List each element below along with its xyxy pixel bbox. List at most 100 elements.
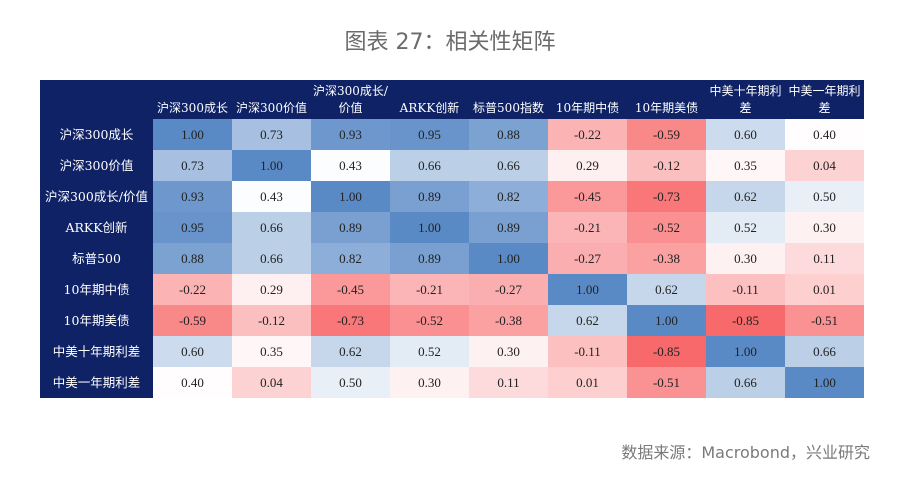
column-header: 标普500指数 [469,80,548,119]
heatmap-cell: 0.88 [153,243,232,274]
heatmap-cell: 0.50 [311,367,390,398]
heatmap-cell: 0.62 [548,305,627,336]
heatmap-cell: 0.40 [153,367,232,398]
column-header: 中美一年期利差 [785,80,864,119]
heatmap-cell: 0.60 [706,119,785,150]
heatmap-cell: -0.59 [153,305,232,336]
heatmap-table: 沪深300成长 沪深300价值 沪深300成长/价值 ARKK创新 标普500指数 10年… [40,80,864,398]
heatmap-cell: -0.27 [548,243,627,274]
heatmap-cell: 0.52 [390,336,469,367]
heatmap-cell: 0.11 [469,367,548,398]
heatmap-cell: 0.52 [706,212,785,243]
row-header: 中美十年期利差 [40,336,153,367]
column-header: 中美十年期利差 [706,80,785,119]
row-header: 10年期美债 [40,305,153,336]
heatmap-cell: -0.59 [627,119,706,150]
heatmap-cell: 0.30 [469,336,548,367]
column-header: 沪深300价值 [232,80,311,119]
heatmap-cell: 0.60 [153,336,232,367]
row-header: 沪深300成长 [40,119,153,150]
column-header: 10年期美债 [627,80,706,119]
heatmap-cell: 1.00 [706,336,785,367]
heatmap-cell: -0.11 [548,336,627,367]
heatmap-cell: 0.43 [232,181,311,212]
heatmap-cell: 1.00 [311,181,390,212]
heatmap-cell: 0.73 [232,119,311,150]
heatmap-cell: 0.73 [153,150,232,181]
heatmap-cell: -0.52 [627,212,706,243]
heatmap-cell: -0.85 [627,336,706,367]
row-header: 沪深300价值 [40,150,153,181]
heatmap-cell: 0.66 [706,367,785,398]
heatmap-cell: 0.95 [153,212,232,243]
heatmap-cell: 0.89 [311,212,390,243]
heatmap-cell: -0.11 [706,274,785,305]
heatmap-cell: -0.45 [311,274,390,305]
heatmap-cell: -0.51 [785,305,864,336]
heatmap-row: ARKK创新 0.95 0.66 0.89 1.00 0.89 -0.21 -0.52 0.52… [40,212,864,243]
heatmap-cell: 1.00 [785,367,864,398]
heatmap-cell: 0.29 [548,150,627,181]
heatmap-cell: -0.22 [153,274,232,305]
heatmap-cell: 0.35 [232,336,311,367]
heatmap-cell: -0.22 [548,119,627,150]
heatmap-cell: -0.12 [627,150,706,181]
heatmap-cell: 0.62 [706,181,785,212]
column-header: 10年期中债 [548,80,627,119]
heatmap-cell: 0.29 [232,274,311,305]
heatmap-cell: 0.93 [153,181,232,212]
heatmap-row: 沪深300成长/价值 0.93 0.43 1.00 0.89 0.82 -0.45 -0.73… [40,181,864,212]
heatmap-cell: 0.82 [311,243,390,274]
heatmap-row: 沪深300价值 0.73 1.00 0.43 0.66 0.66 0.29 -0.12 0.35… [40,150,864,181]
source-note: 数据来源：Macrobond，兴业研究 [621,443,870,462]
heatmap-cell: 0.30 [785,212,864,243]
column-header: ARKK创新 [390,80,469,119]
heatmap-cell: -0.12 [232,305,311,336]
row-header: 中美一年期利差 [40,367,153,398]
heatmap-cell: 1.00 [232,150,311,181]
heatmap-cell: 0.30 [390,367,469,398]
heatmap-cell: -0.21 [390,274,469,305]
heatmap-cell: 0.62 [311,336,390,367]
heatmap-row: 标普500 0.88 0.66 0.82 0.89 1.00 -0.27 -0.38 0.30 0… [40,243,864,274]
heatmap-cell: 0.89 [390,181,469,212]
heatmap-cell: -0.85 [706,305,785,336]
heatmap-cell: 0.89 [390,243,469,274]
heatmap-cell: -0.45 [548,181,627,212]
row-header: ARKK创新 [40,212,153,243]
heatmap-cell: -0.21 [548,212,627,243]
heatmap-cell: -0.52 [390,305,469,336]
heatmap-cell: -0.51 [627,367,706,398]
row-header: 标普500 [40,243,153,274]
heatmap-cell: 0.93 [311,119,390,150]
heatmap-cell: -0.27 [469,274,548,305]
heatmap-cell: 0.11 [785,243,864,274]
correlation-heatmap: 沪深300成长 沪深300价值 沪深300成长/价值 ARKK创新 标普500指数 10年… [40,80,864,398]
heatmap-row: 沪深300成长 1.00 0.73 0.93 0.95 0.88 -0.22 -0.59 0.6… [40,119,864,150]
heatmap-cell: -0.38 [469,305,548,336]
column-header: 沪深300成长 [153,80,232,119]
heatmap-cell: 0.01 [548,367,627,398]
heatmap-cell: 0.66 [785,336,864,367]
heatmap-row: 10年期美债 -0.59 -0.12 -0.73 -0.52 -0.38 0.62 1.00-… [40,305,864,336]
heatmap-cell: 0.88 [469,119,548,150]
heatmap-cell: 0.62 [627,274,706,305]
heatmap-cell: 0.82 [469,181,548,212]
heatmap-row: 中美一年期利差 0.40 0.04 0.50 0.30 0.11 0.01 -0.51 0.66… [40,367,864,398]
heatmap-cell: -0.73 [627,181,706,212]
heatmap-cell: 0.66 [232,212,311,243]
heatmap-cell: 0.35 [706,150,785,181]
heatmap-cell: 1.00 [390,212,469,243]
heatmap-cell: 0.66 [232,243,311,274]
heatmap-cell: 1.00 [469,243,548,274]
heatmap-cell: 0.01 [785,274,864,305]
heatmap-cell: 0.66 [390,150,469,181]
heatmap-cell: -0.73 [311,305,390,336]
heatmap-cell: 1.00 [548,274,627,305]
heatmap-cell: 0.04 [232,367,311,398]
heatmap-cell: 0.04 [785,150,864,181]
heatmap-cell: 1.00 [153,119,232,150]
heatmap-cell: 0.40 [785,119,864,150]
heatmap-cell: 0.89 [469,212,548,243]
heatmap-cell: 0.95 [390,119,469,150]
